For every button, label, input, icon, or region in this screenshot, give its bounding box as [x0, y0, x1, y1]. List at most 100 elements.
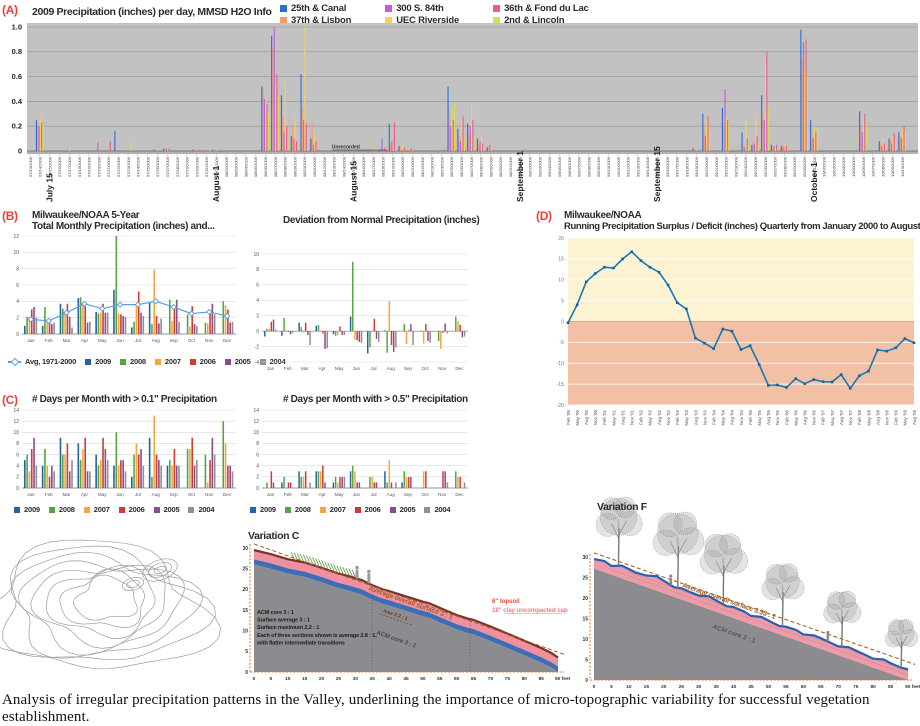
legend-swatch	[118, 506, 125, 513]
svg-text:Feb '08: Feb '08	[857, 410, 862, 425]
svg-text:ACM core 3 : 1: ACM core 3 : 1	[257, 610, 294, 616]
svg-text:10/01/2009: 10/01/2009	[812, 156, 817, 177]
svg-text:25: 25	[582, 575, 588, 581]
svg-text:09/03/2009: 09/03/2009	[537, 156, 542, 177]
svg-text:0: 0	[561, 319, 564, 325]
svg-text:0: 0	[593, 684, 596, 690]
svg-text:07/18/2009: 07/18/2009	[77, 156, 82, 177]
svg-text:Jun: Jun	[353, 366, 361, 371]
svg-text:10: 10	[285, 676, 291, 682]
svg-text:4: 4	[16, 299, 19, 305]
svg-text:09/27/2009: 09/27/2009	[773, 156, 778, 177]
svg-text:Nov '00: Nov '00	[593, 410, 598, 426]
svg-text:Jul: Jul	[135, 492, 141, 497]
svg-text:55: 55	[783, 684, 789, 690]
legend-swatch	[153, 506, 160, 513]
svg-text:09/24/2009: 09/24/2009	[743, 156, 748, 177]
svg-text:August 1: August 1	[211, 165, 221, 202]
svg-text:14: 14	[13, 408, 19, 414]
svg-text:0.2: 0.2	[12, 122, 22, 131]
svg-text:May: May	[335, 492, 344, 497]
svg-text:May '05: May '05	[757, 410, 762, 426]
svg-text:10/02/2009: 10/02/2009	[822, 156, 827, 177]
svg-text:Mar: Mar	[63, 338, 71, 343]
svg-text:-15: -15	[557, 382, 565, 388]
legend-label: 2006	[128, 505, 145, 514]
svg-text:Aug '02: Aug '02	[657, 410, 662, 426]
legend-swatch	[259, 358, 266, 365]
legend-item: 2004	[424, 505, 451, 514]
svg-text:09/28/2009: 09/28/2009	[782, 156, 787, 177]
panel-a-title: 2009 Precipitation (inches) per day, MMS…	[32, 6, 272, 18]
svg-text:10: 10	[626, 684, 632, 690]
svg-text:07/24/2009: 07/24/2009	[136, 156, 141, 177]
svg-text:Aug '09: Aug '09	[912, 410, 917, 426]
svg-text:08/09/2009: 08/09/2009	[292, 156, 297, 177]
svg-text:08/25/2009: 08/25/2009	[449, 156, 454, 177]
svg-text:10/03/2009: 10/03/2009	[831, 156, 836, 177]
svg-text:Aug '01: Aug '01	[620, 410, 625, 426]
legend-item: 2007	[154, 357, 181, 366]
svg-text:Feb: Feb	[284, 492, 292, 497]
legend-swatch	[224, 358, 231, 365]
svg-text:0: 0	[18, 146, 22, 155]
legend-swatch	[85, 358, 92, 365]
svg-text:08/05/2009: 08/05/2009	[253, 156, 258, 177]
svg-text:08/14/2009: 08/14/2009	[341, 156, 346, 177]
svg-text:09/11/2009: 09/11/2009	[616, 156, 621, 176]
legend-swatch	[188, 506, 195, 513]
svg-text:Mar: Mar	[301, 492, 309, 497]
svg-text:25: 25	[336, 676, 342, 682]
svg-text:Feb '04: Feb '04	[711, 410, 716, 425]
legend-swatch	[319, 506, 326, 513]
svg-text:55: 55	[437, 676, 443, 682]
svg-text:Unrecorded: Unrecorded	[332, 145, 360, 151]
svg-text:10: 10	[582, 637, 588, 643]
legend-label: Avg, 1971-2000	[25, 357, 77, 366]
legend-item: 2006	[189, 357, 216, 366]
svg-text:07/27/2009: 07/27/2009	[165, 156, 170, 177]
svg-text:30: 30	[696, 684, 702, 690]
legend-label: 2008	[294, 505, 311, 514]
svg-text:07/30/2009: 07/30/2009	[194, 156, 199, 177]
svg-text:15: 15	[644, 684, 650, 690]
svg-text:70: 70	[836, 684, 842, 690]
svg-text:50: 50	[766, 684, 772, 690]
svg-text:08/21/2009: 08/21/2009	[410, 156, 415, 177]
legend-item: Avg, 1971-2000	[8, 357, 76, 366]
svg-text:Dec: Dec	[455, 366, 464, 371]
panel-c1-title: # Days per Month with > 0.1" Precipitati…	[32, 394, 217, 405]
legend-swatch	[14, 506, 20, 513]
svg-text:70: 70	[488, 676, 494, 682]
legend-label: 2nd & Lincoln	[504, 15, 565, 26]
svg-text:Apr: Apr	[81, 492, 89, 497]
svg-text:08/24/2009: 08/24/2009	[439, 156, 444, 177]
legend-item: 2008	[284, 505, 311, 514]
svg-text:Aug: Aug	[387, 366, 396, 371]
legend-item: 36th & Fond du Lac	[493, 3, 589, 14]
svg-text:5: 5	[610, 684, 613, 690]
svg-text:10: 10	[253, 430, 259, 436]
svg-text:07/13/2009: 07/13/2009	[28, 156, 33, 177]
svg-text:-5: -5	[559, 340, 564, 346]
svg-text:20: 20	[558, 236, 564, 242]
svg-text:08/29/2009: 08/29/2009	[488, 156, 493, 177]
legend-swatch	[389, 506, 396, 513]
panel-b-legend: Avg, 1971-2000 2009 2008 2007 2006 2005 2004	[8, 357, 286, 366]
svg-text:Jul: Jul	[371, 492, 377, 497]
svg-text:0: 0	[16, 486, 19, 492]
legend-item: UEC Riverside	[385, 15, 459, 26]
svg-text:08/02/2009: 08/02/2009	[224, 156, 229, 177]
svg-text:09/19/2009: 09/19/2009	[694, 156, 699, 177]
svg-text:Apr: Apr	[319, 366, 327, 371]
svg-text:20: 20	[582, 596, 588, 602]
svg-text:08/17/2009: 08/17/2009	[371, 156, 376, 177]
svg-text:85: 85	[888, 684, 894, 690]
svg-text:09/23/2009: 09/23/2009	[733, 156, 738, 177]
legend-label: 2006	[364, 505, 381, 514]
monthly-precip-chart: 0 2 4 6 8 10 12 Jan Feb Mar Apr May Jun Jul Aug Sep Oct N…	[13, 234, 236, 343]
svg-text:09/20/2009: 09/20/2009	[704, 156, 709, 177]
svg-text:07/20/2009: 07/20/2009	[96, 156, 101, 177]
panel-d-title-2: Running Precipitation Surplus / Deficit …	[564, 221, 920, 232]
